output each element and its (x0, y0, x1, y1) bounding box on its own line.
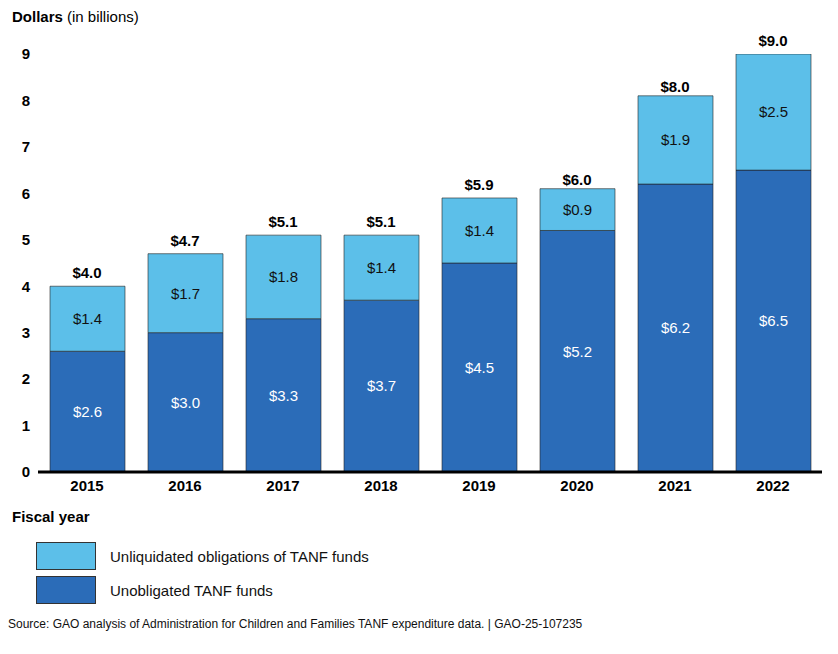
svg-text:$8.0: $8.0 (660, 78, 689, 95)
svg-text:$5.2: $5.2 (563, 343, 592, 360)
svg-text:2020: 2020 (560, 477, 593, 494)
svg-text:$2.5: $2.5 (759, 103, 788, 120)
svg-text:5: 5 (22, 231, 30, 248)
svg-text:2022: 2022 (756, 477, 789, 494)
svg-text:2018: 2018 (364, 477, 397, 494)
svg-text:2019: 2019 (462, 477, 495, 494)
svg-text:$1.4: $1.4 (465, 222, 494, 239)
svg-text:4: 4 (22, 278, 31, 295)
svg-text:$5.1: $5.1 (268, 213, 297, 230)
svg-text:$4.7: $4.7 (170, 232, 199, 249)
svg-text:$6.5: $6.5 (759, 312, 788, 329)
svg-text:8: 8 (22, 92, 30, 109)
svg-text:2016: 2016 (168, 477, 201, 494)
svg-text:$5.9: $5.9 (464, 176, 493, 193)
svg-text:$3.0: $3.0 (171, 394, 200, 411)
svg-text:$1.4: $1.4 (73, 310, 102, 327)
svg-text:$1.7: $1.7 (171, 285, 200, 302)
svg-text:3: 3 (22, 324, 30, 341)
svg-text:2017: 2017 (266, 477, 299, 494)
svg-text:9: 9 (22, 45, 30, 62)
svg-text:6: 6 (22, 185, 30, 202)
svg-text:$1.8: $1.8 (269, 268, 298, 285)
html-text:Fiscal year: Fiscal year (12, 508, 90, 525)
svg-text:7: 7 (22, 138, 30, 155)
svg-text:$0.9: $0.9 (563, 201, 592, 218)
svg-text:$4.5: $4.5 (465, 359, 494, 376)
html-text:Unliquidated obligations of TA: Unliquidated obligations of TANF funds (110, 547, 369, 565)
html-text:Unobligated TANF funds: Unobligated TANF funds (110, 581, 273, 599)
svg-text:0: 0 (22, 463, 30, 480)
html-text:Source: GAO analysis of Admini: Source: GAO analysis of Administration f… (8, 617, 583, 631)
svg-text:2015: 2015 (70, 477, 103, 494)
svg-text:$1.4: $1.4 (367, 259, 396, 276)
svg-text:2021: 2021 (658, 477, 691, 494)
svg-text:2: 2 (22, 370, 30, 387)
svg-text:$3.3: $3.3 (269, 387, 298, 404)
svg-text:$2.6: $2.6 (73, 403, 102, 420)
svg-text:$3.7: $3.7 (367, 377, 396, 394)
svg-text:$5.1: $5.1 (366, 213, 395, 230)
svg-text:$4.0: $4.0 (72, 264, 101, 281)
svg-text:$1.9: $1.9 (661, 131, 690, 148)
html-text:Dollars (in billions): Dollars (in billions) (12, 8, 139, 25)
svg-text:1: 1 (22, 417, 30, 434)
svg-text:$9.0: $9.0 (758, 32, 787, 49)
svg-text:$6.2: $6.2 (661, 319, 690, 336)
svg-text:$6.0: $6.0 (562, 171, 591, 188)
